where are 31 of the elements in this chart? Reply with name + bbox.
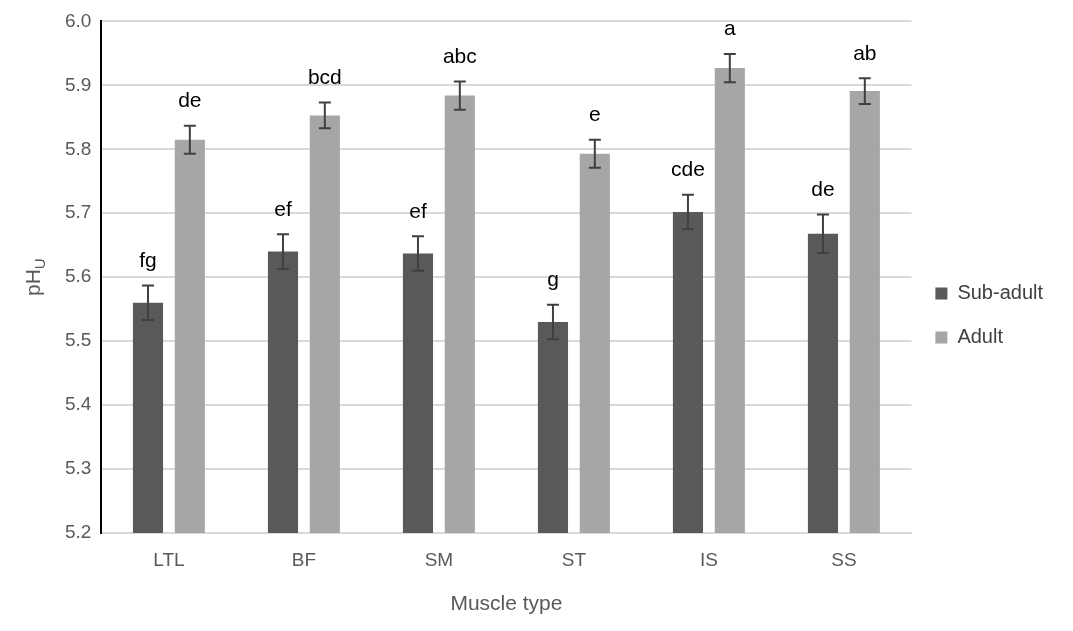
data-label: ef xyxy=(274,196,292,220)
y-axis-title: pHU xyxy=(20,258,49,297)
data-label: abc xyxy=(442,43,477,67)
y-tick-label: 6.0 xyxy=(64,9,92,31)
x-tick-label: ST xyxy=(561,548,587,570)
data-label: g xyxy=(547,267,559,290)
y-tick-label: 5.5 xyxy=(64,329,92,351)
x-tick-label: BF xyxy=(291,548,317,570)
y-tick-label: 5.2 xyxy=(64,521,92,543)
data-label: ab xyxy=(853,40,877,64)
y-tick-label: 5.8 xyxy=(64,137,92,159)
x-tick-label: LTL xyxy=(153,548,185,570)
y-tick-label: 5.3 xyxy=(64,457,92,479)
y-tick-label: 5.6 xyxy=(64,265,92,287)
x-tick-label: IS xyxy=(699,548,718,570)
y-tick-label: 5.9 xyxy=(64,73,92,95)
legend-label: Adult xyxy=(957,325,1004,348)
data-label: e xyxy=(588,102,601,125)
data-label: bcd xyxy=(307,64,342,88)
y-tick-label: 5.4 xyxy=(64,393,92,415)
x-tick-label: SM xyxy=(424,548,454,570)
x-tick-label: SS xyxy=(831,548,857,570)
legend-label: Sub-adult xyxy=(957,281,1044,304)
y-tick-label: 5.7 xyxy=(64,201,92,223)
data-label: fg xyxy=(139,247,157,271)
data-label: de xyxy=(178,87,202,111)
data-label: a xyxy=(723,16,736,40)
data-label: de xyxy=(811,176,835,200)
data-label: ef xyxy=(409,198,427,222)
x-axis-title: Muscle type xyxy=(450,591,563,615)
data-label: cde xyxy=(671,157,705,180)
